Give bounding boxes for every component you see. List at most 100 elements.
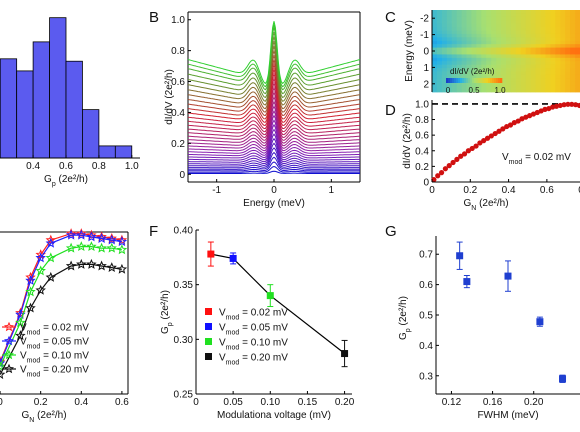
- b-xtick-label: 1: [329, 185, 335, 196]
- heatmap-cell: [471, 71, 477, 76]
- heatmap-cell: [565, 27, 571, 31]
- e-legend-label-sub: mod: [27, 343, 41, 350]
- heatmap-cell: [555, 27, 561, 31]
- heatmap-cell: [530, 51, 536, 55]
- colorbar-tick-label: 0: [446, 86, 451, 95]
- g-ytick-label: 0.3: [419, 371, 433, 382]
- heatmap-cell: [456, 74, 462, 79]
- heatmap-cell: [471, 88, 477, 93]
- d-xtick-label: 0.6: [540, 185, 554, 196]
- d-data-point: [450, 159, 456, 166]
- heatmap-cell: [496, 51, 502, 55]
- heatmap-cell: [520, 57, 527, 62]
- heatmap-cell: [446, 64, 453, 69]
- heatmap-cell: [555, 74, 561, 79]
- heatmap-cell: [550, 61, 556, 66]
- heatmap-cell: [471, 68, 477, 72]
- heatmap-cell: [456, 81, 462, 86]
- heatmap-cell: [535, 51, 541, 55]
- heatmap-cell: [441, 40, 448, 45]
- heatmap-cell: [530, 61, 536, 66]
- heatmap-cell: [491, 30, 497, 35]
- panel-label-b: B: [149, 9, 159, 26]
- heatmap-cell: [515, 40, 522, 45]
- heatmap-cell: [481, 23, 487, 28]
- panel-b-spectra: -1 0 1 0 0.2 0.4 0.6 0.8 1.0 Energy (meV) dI/dV (2…: [164, 11, 361, 209]
- d-data-point: [496, 128, 502, 134]
- heatmap-cell: [496, 57, 502, 62]
- heatmap-cell: [496, 40, 502, 45]
- heatmap-cell: [456, 16, 462, 21]
- f-data-point: [229, 254, 237, 262]
- heatmap-cell: [506, 47, 512, 52]
- heatmap-cell: [486, 40, 492, 45]
- heatmap-cell: [471, 20, 477, 25]
- heatmap-cell: [441, 47, 448, 52]
- e-legend-marker: [4, 363, 14, 374]
- heatmap-cell: [486, 51, 492, 55]
- heatmap-cell: [451, 51, 458, 55]
- heatmap-cell: [481, 20, 487, 25]
- d-xtick-label: 0.8: [578, 185, 580, 196]
- heatmap-cell: [550, 33, 556, 38]
- d-xtick-label: 0.4: [502, 185, 516, 196]
- heatmap-cell: [550, 54, 556, 59]
- heatmap-cell: [501, 16, 507, 21]
- heatmap-cell: [570, 44, 576, 48]
- heatmap-cell: [545, 71, 551, 76]
- heatmap-cell: [476, 40, 482, 45]
- heatmap-cell: [461, 23, 467, 28]
- heatmap-cell: [560, 10, 566, 14]
- heatmap-cell: [451, 71, 458, 76]
- heatmap-cell: [436, 44, 443, 48]
- heatmap-cell: [501, 85, 507, 89]
- heatmap-cell: [476, 81, 482, 86]
- heatmap-cell: [451, 74, 458, 79]
- f-data-point: [207, 250, 215, 258]
- heatmap-cell: [481, 10, 487, 14]
- heatmap-cell: [550, 71, 556, 76]
- heatmap-cell: [481, 47, 487, 52]
- heatmap-cell: [481, 51, 487, 55]
- heatmap-cell: [481, 54, 487, 59]
- heatmap-cell: [461, 88, 467, 93]
- e-legend-label-base: V: [20, 365, 27, 376]
- heatmap-cell: [570, 23, 576, 28]
- heatmap-cell: [446, 40, 453, 45]
- heatmap-cell: [520, 23, 527, 28]
- colorbar-cell: [468, 78, 471, 83]
- heatmap-cell: [466, 33, 472, 38]
- e-legend-label: Vmod = 0.05 mV: [20, 337, 89, 351]
- heatmap-cell: [570, 81, 576, 86]
- heatmap-cell: [466, 61, 472, 66]
- heatmap-cell: [535, 54, 541, 59]
- heatmap-cell: [560, 51, 566, 55]
- heatmap-cell: [545, 51, 551, 55]
- heatmap-cell: [456, 27, 462, 31]
- panel-a-histogram: 0.4 0.6 0.8 1.0 Gp (2e²/h): [0, 17, 140, 188]
- f-legend-label-base: V: [219, 323, 226, 334]
- heatmap-cell: [570, 16, 576, 21]
- heatmap-cell: [471, 74, 477, 79]
- heatmap-cell: [565, 40, 571, 45]
- heatmap-cell: [471, 16, 477, 21]
- heatmap-cell: [471, 64, 477, 69]
- heatmap-cell: [555, 47, 561, 52]
- heatmap-cell: [476, 64, 482, 69]
- heatmap-cell: [436, 13, 443, 18]
- spectrum-curve: [187, 90, 361, 139]
- heatmap-cell: [525, 54, 532, 59]
- heatmap-cell: [456, 71, 462, 76]
- heatmap-cell: [456, 20, 462, 25]
- heatmap-cell: [486, 47, 492, 52]
- heatmap-cell: [461, 81, 467, 86]
- heatmap-cell: [575, 33, 580, 38]
- heatmap-cell: [441, 16, 448, 21]
- spectrum-curve: [187, 36, 361, 99]
- heatmap-cell: [510, 71, 517, 76]
- heatmap-cell: [555, 64, 561, 69]
- e-legend-label: Vmod = 0.02 mV: [20, 323, 89, 337]
- heatmap-cell: [441, 78, 448, 83]
- heatmap-cell: [555, 23, 561, 28]
- heatmap-cell: [520, 85, 527, 89]
